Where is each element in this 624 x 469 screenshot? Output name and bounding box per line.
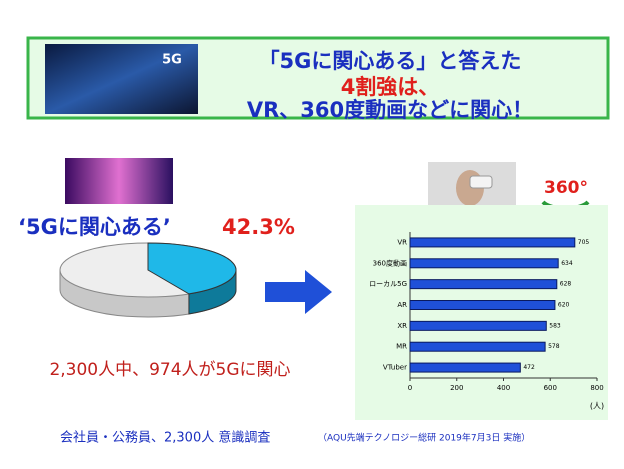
header-line: 4割強は、: [341, 75, 440, 99]
y-tick-label: AR: [397, 301, 407, 309]
bar-value-label: 578: [548, 343, 560, 350]
x-tick-label: 200: [450, 384, 463, 392]
bar-value-label: 628: [560, 281, 572, 288]
bar-chart: 0 200 400 600 800 (人) VR 705 360度動画 634 ローカル5G 628 A…: [369, 232, 604, 411]
bar: [409, 279, 558, 290]
pie-chart: [59, 242, 237, 318]
bar-value-label: 634: [561, 260, 573, 267]
y-tick-label: VTuber: [383, 364, 407, 372]
bar: [409, 320, 547, 331]
x-axis-label: (人): [590, 402, 604, 411]
header-image: [45, 44, 198, 114]
bar: [409, 258, 559, 269]
bar-value-label: 705: [578, 239, 590, 246]
bar: [409, 341, 546, 352]
pie-value-label: 42.3%: [222, 215, 295, 239]
summary: 2,300人中、974人が5Gに関心: [49, 360, 290, 380]
bar: [409, 362, 521, 373]
x-tick-label: 600: [544, 384, 557, 392]
x-tick-label: 0: [408, 384, 412, 392]
x-tick-label: 800: [590, 384, 603, 392]
bar: [409, 300, 556, 310]
footer-note: （AQU先端テクノロジー総研 2019年7月3日 実施）: [318, 432, 530, 444]
pie-slice: [147, 242, 237, 295]
bar-panel: [355, 205, 608, 420]
badge: 360°: [544, 178, 588, 198]
bar-value-label: 472: [523, 364, 535, 371]
image-label: 5G: [162, 53, 182, 68]
5g-image: [65, 158, 173, 204]
y-tick-label: 360度動画: [373, 258, 407, 267]
y-tick-label: MR: [396, 343, 407, 351]
bar-value-label: 620: [558, 302, 570, 309]
vr-headset: [469, 175, 493, 189]
y-tick-label: XR: [397, 322, 407, 330]
bar-value-label: 583: [549, 322, 561, 329]
y-tick-label: ローカル5G: [369, 280, 407, 288]
bar: [409, 237, 576, 248]
pie-label: ‘5Gに関心ある’: [18, 215, 171, 239]
x-tick-label: 400: [497, 384, 510, 392]
header-line: 「5Gに関心ある」と答えた: [259, 49, 522, 73]
footer: 会社員・公務員、2,300人 意識調査: [60, 430, 270, 446]
arrow: [265, 270, 332, 314]
header-line: VR、360度動画などに関心！: [247, 98, 533, 122]
y-tick-label: VR: [397, 238, 407, 246]
